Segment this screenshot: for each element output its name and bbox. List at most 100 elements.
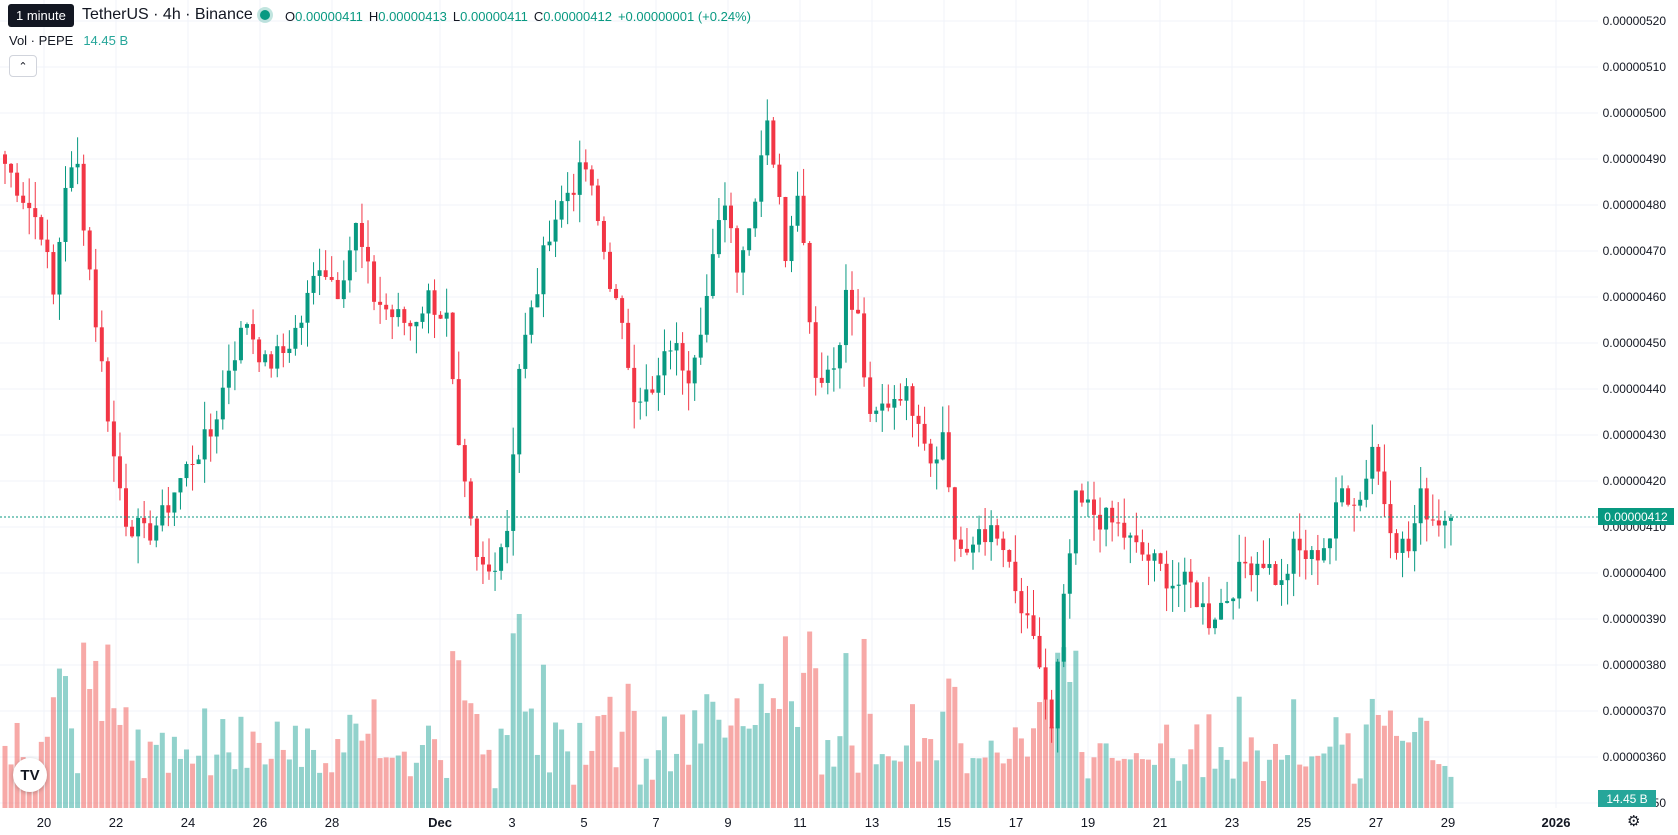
candle-body: [589, 169, 594, 186]
volume-bar: [1067, 681, 1073, 808]
volume-bar: [177, 758, 183, 808]
candle-body: [220, 387, 225, 420]
volume-bar: [1339, 744, 1345, 808]
candle-body: [1225, 601, 1230, 603]
volume-bar: [994, 752, 1000, 808]
tradingview-logo-icon[interactable]: TV: [13, 758, 47, 792]
gear-icon[interactable]: ⚙: [1627, 813, 1641, 830]
volume-bar: [426, 725, 431, 808]
chart-grid: [0, 0, 1598, 808]
candle-body: [15, 172, 20, 196]
candle-body: [257, 339, 262, 363]
candle-body: [323, 270, 328, 278]
candle-body: [432, 290, 437, 315]
volume-legend[interactable]: Vol · PEPE 14.45 B: [9, 33, 128, 48]
volume-bar: [220, 719, 226, 808]
candle-body: [735, 228, 740, 273]
volume-bar: [1351, 783, 1357, 808]
volume-bar: [268, 758, 274, 808]
volume-bar: [1248, 737, 1254, 808]
volume-bar: [1031, 728, 1036, 808]
candle-body: [1176, 584, 1181, 586]
time-axis-label: 24: [180, 815, 196, 830]
candle-body: [196, 459, 201, 465]
volume-bar: [746, 728, 752, 808]
candle-body: [819, 377, 824, 383]
time-axis-label: 29: [1440, 815, 1456, 830]
candle-body: [608, 251, 612, 289]
volume-bar: [976, 758, 982, 808]
candle-body: [1213, 619, 1217, 629]
candle-body: [1255, 563, 1260, 576]
candle-body: [396, 309, 401, 318]
candle-body: [934, 459, 939, 464]
volume-bar: [1133, 753, 1139, 808]
volume-bar: [81, 642, 87, 808]
volume-bar: [1182, 764, 1188, 808]
candle-body: [281, 346, 286, 354]
collapse-legend-button[interactable]: ⌃: [9, 55, 37, 77]
volume-bar: [444, 777, 450, 808]
volume-bar: [1394, 735, 1399, 808]
volume-bar: [692, 710, 698, 808]
volume-bar: [891, 760, 897, 808]
price-axis-label: 0.00000500: [1602, 106, 1666, 120]
volume-bar: [432, 739, 438, 808]
candle-body: [1327, 538, 1332, 549]
volume-bar: [547, 772, 552, 808]
candle-body: [614, 288, 619, 299]
candle-body: [1382, 471, 1387, 505]
volume-bar: [298, 766, 304, 808]
volume-bar: [389, 757, 395, 808]
candle-body: [1261, 563, 1266, 568]
candle-body: [928, 443, 933, 464]
volume-bar: [292, 725, 298, 808]
volume-bar: [190, 763, 196, 808]
candle-body: [1358, 499, 1363, 506]
candle-body: [753, 201, 758, 229]
volume-bar: [740, 726, 746, 808]
candle-body: [378, 301, 383, 305]
candle-body: [559, 201, 564, 220]
volume-bar: [637, 784, 643, 808]
candle-body: [1085, 499, 1090, 503]
candle-body: [952, 487, 957, 540]
candle-body: [1321, 548, 1326, 561]
candle-body: [511, 454, 516, 531]
symbol-title[interactable]: TetherUS · 4h · Binance: [82, 6, 253, 23]
volume-bar: [99, 720, 105, 808]
candle-body: [245, 324, 249, 328]
volume-bar: [625, 683, 631, 808]
volume-bar: [353, 723, 359, 808]
volume-bar: [474, 714, 480, 808]
volume-value: 14.45 B: [83, 33, 129, 48]
candle-body: [426, 290, 431, 314]
volume-bar: [50, 697, 56, 808]
volume-bar: [214, 754, 220, 808]
candle-body: [21, 195, 26, 203]
volume-bar: [135, 729, 141, 808]
candle-body: [9, 163, 14, 173]
volume-bar: [165, 772, 171, 808]
volume-bar: [964, 773, 970, 808]
volume-bar: [516, 613, 522, 808]
candle-body: [136, 517, 141, 537]
candle-body: [1200, 603, 1205, 608]
candle-body: [1206, 603, 1211, 629]
candle-body: [892, 399, 897, 408]
volume-bar: [510, 633, 516, 808]
volume-bar: [849, 745, 855, 808]
candle-body: [1370, 446, 1375, 479]
candle-body: [626, 322, 631, 368]
volume-bar: [988, 740, 994, 808]
volume-bar: [861, 638, 867, 808]
candle-body: [686, 370, 691, 384]
candle-body: [1364, 478, 1369, 500]
candle-body: [124, 488, 128, 527]
price-axis-label: 0.00000390: [1602, 612, 1666, 626]
volume-bar: [341, 752, 347, 808]
volume-bar: [879, 754, 885, 808]
candle-body: [1152, 553, 1157, 561]
volume-bar: [855, 772, 861, 808]
